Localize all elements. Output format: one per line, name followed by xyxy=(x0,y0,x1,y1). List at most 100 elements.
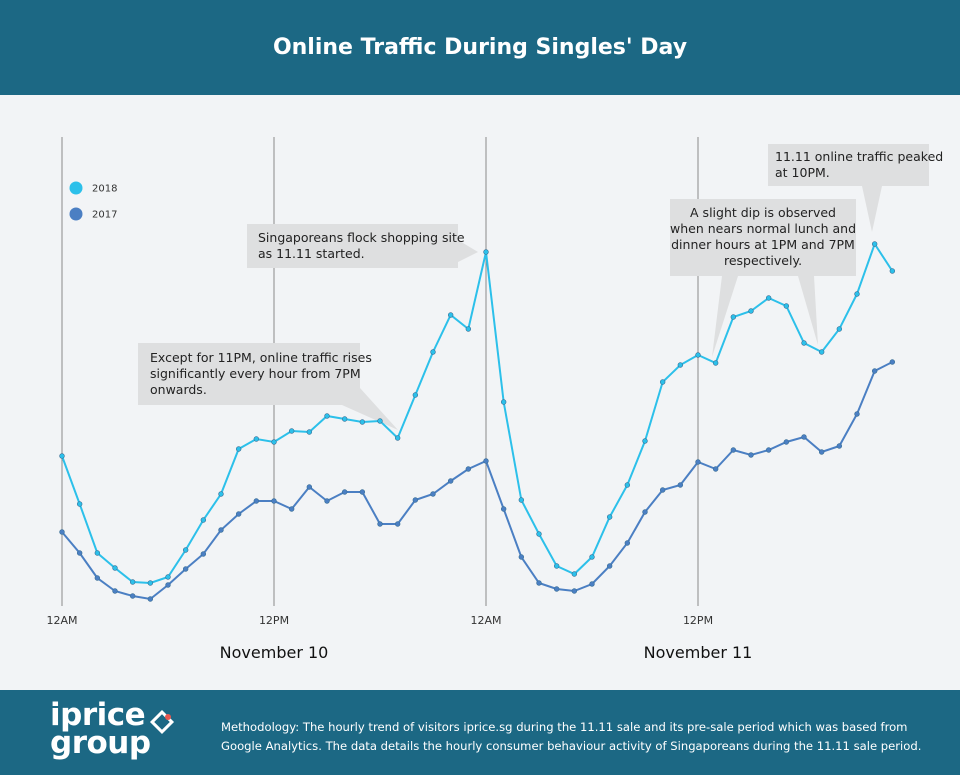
data-point xyxy=(889,359,896,365)
data-point xyxy=(536,531,542,537)
data-point xyxy=(94,575,101,581)
data-point xyxy=(818,349,825,355)
data-point xyxy=(642,509,648,515)
data-point xyxy=(836,443,843,449)
data-point xyxy=(500,506,507,512)
data-point xyxy=(430,349,436,355)
data-point xyxy=(447,478,454,484)
data-point xyxy=(253,436,260,442)
data-point xyxy=(465,326,472,332)
data-point xyxy=(147,580,154,586)
data-point xyxy=(677,482,684,488)
data-point xyxy=(412,392,419,398)
data-point xyxy=(59,529,65,535)
data-point xyxy=(165,582,171,588)
legend-label: 2017 xyxy=(92,210,117,221)
data-point xyxy=(854,411,860,417)
data-point xyxy=(306,484,313,490)
data-point xyxy=(182,547,189,553)
data-point xyxy=(182,566,189,572)
legend-marker xyxy=(69,207,83,221)
data-point xyxy=(377,521,383,527)
data-point xyxy=(801,340,807,346)
methodology-line: Methodology: The hourly trend of visitor… xyxy=(221,720,908,734)
annotation-line: Except for 11PM, online traffic rises xyxy=(150,350,372,365)
data-point xyxy=(76,501,83,507)
annotation-line: as 11.11 started. xyxy=(258,246,365,261)
data-point xyxy=(712,360,719,366)
legend-marker xyxy=(69,181,83,195)
data-point xyxy=(306,429,313,435)
x-tick-label: 12AM xyxy=(470,614,501,627)
data-point xyxy=(659,487,666,493)
data-point xyxy=(695,459,701,465)
data-point xyxy=(624,482,631,488)
data-point xyxy=(571,571,578,577)
data-point xyxy=(218,527,224,533)
callouts xyxy=(138,144,929,430)
callout-pointer xyxy=(342,388,398,430)
data-point xyxy=(518,497,525,503)
series-line xyxy=(61,241,894,585)
callout-box xyxy=(138,343,360,405)
callout-box xyxy=(247,224,458,268)
data-point xyxy=(324,413,330,419)
data-point xyxy=(359,419,366,425)
x-tick-label: 12AM xyxy=(46,614,77,627)
callout-pointer xyxy=(458,240,478,262)
data-point xyxy=(765,447,772,453)
annotation-line: dinner hours at 1PM and 7PM xyxy=(671,237,855,252)
chart-title: Online Traffic During Singles' Day xyxy=(0,0,960,95)
data-point xyxy=(341,489,348,495)
data-point xyxy=(889,268,896,274)
data-point xyxy=(642,438,648,444)
data-point xyxy=(271,498,277,504)
data-point xyxy=(377,418,383,424)
data-point xyxy=(589,554,595,560)
data-point xyxy=(324,498,330,504)
data-point xyxy=(447,312,454,318)
methodology: Methodology: The hourly trend of visitor… xyxy=(221,718,921,756)
chart: 12AM 12PM 12AM 12PM November 10 November 11 20… xyxy=(46,137,929,662)
data-point xyxy=(677,362,684,368)
data-point xyxy=(129,579,136,585)
data-point xyxy=(200,517,207,523)
annotation: 11.11 online traffic peaked at 10PM. xyxy=(775,149,943,181)
data-point xyxy=(818,449,825,455)
data-point xyxy=(59,453,65,459)
annotation-line: at 10PM. xyxy=(775,165,830,180)
x-group-label: November 11 xyxy=(644,643,753,662)
data-point xyxy=(112,588,118,594)
data-point xyxy=(76,550,83,556)
annotation-line: A slight dip is observed xyxy=(690,205,836,220)
annotation-line: 11.11 online traffic peaked xyxy=(775,149,944,164)
data-point xyxy=(624,540,631,546)
data-point xyxy=(94,550,101,556)
data-point xyxy=(394,435,401,441)
data-point xyxy=(765,295,772,301)
data-point xyxy=(341,416,348,422)
annotation-line: onwards. xyxy=(150,382,207,397)
footer: iprice group Methodology: The hourly tre… xyxy=(0,690,960,775)
data-point xyxy=(288,506,295,512)
legend-label: 2018 xyxy=(92,184,117,195)
data-point xyxy=(712,466,719,472)
data-point xyxy=(235,511,242,517)
callout-pointer xyxy=(862,186,882,232)
data-point xyxy=(871,368,878,374)
data-point xyxy=(483,249,489,255)
annotation: Except for 11PM, online traffic rises sig… xyxy=(150,350,372,398)
data-point xyxy=(271,439,277,445)
data-point xyxy=(483,458,489,464)
data-point xyxy=(165,574,171,580)
data-point xyxy=(430,491,436,497)
data-point xyxy=(253,498,260,504)
callout-pointer xyxy=(798,276,818,345)
data-point xyxy=(288,428,295,434)
x-tick-label: 12PM xyxy=(683,614,713,627)
data-point xyxy=(412,497,419,503)
data-point xyxy=(553,563,560,569)
data-point xyxy=(112,565,118,571)
data-point xyxy=(748,308,754,314)
data-point xyxy=(589,581,595,587)
